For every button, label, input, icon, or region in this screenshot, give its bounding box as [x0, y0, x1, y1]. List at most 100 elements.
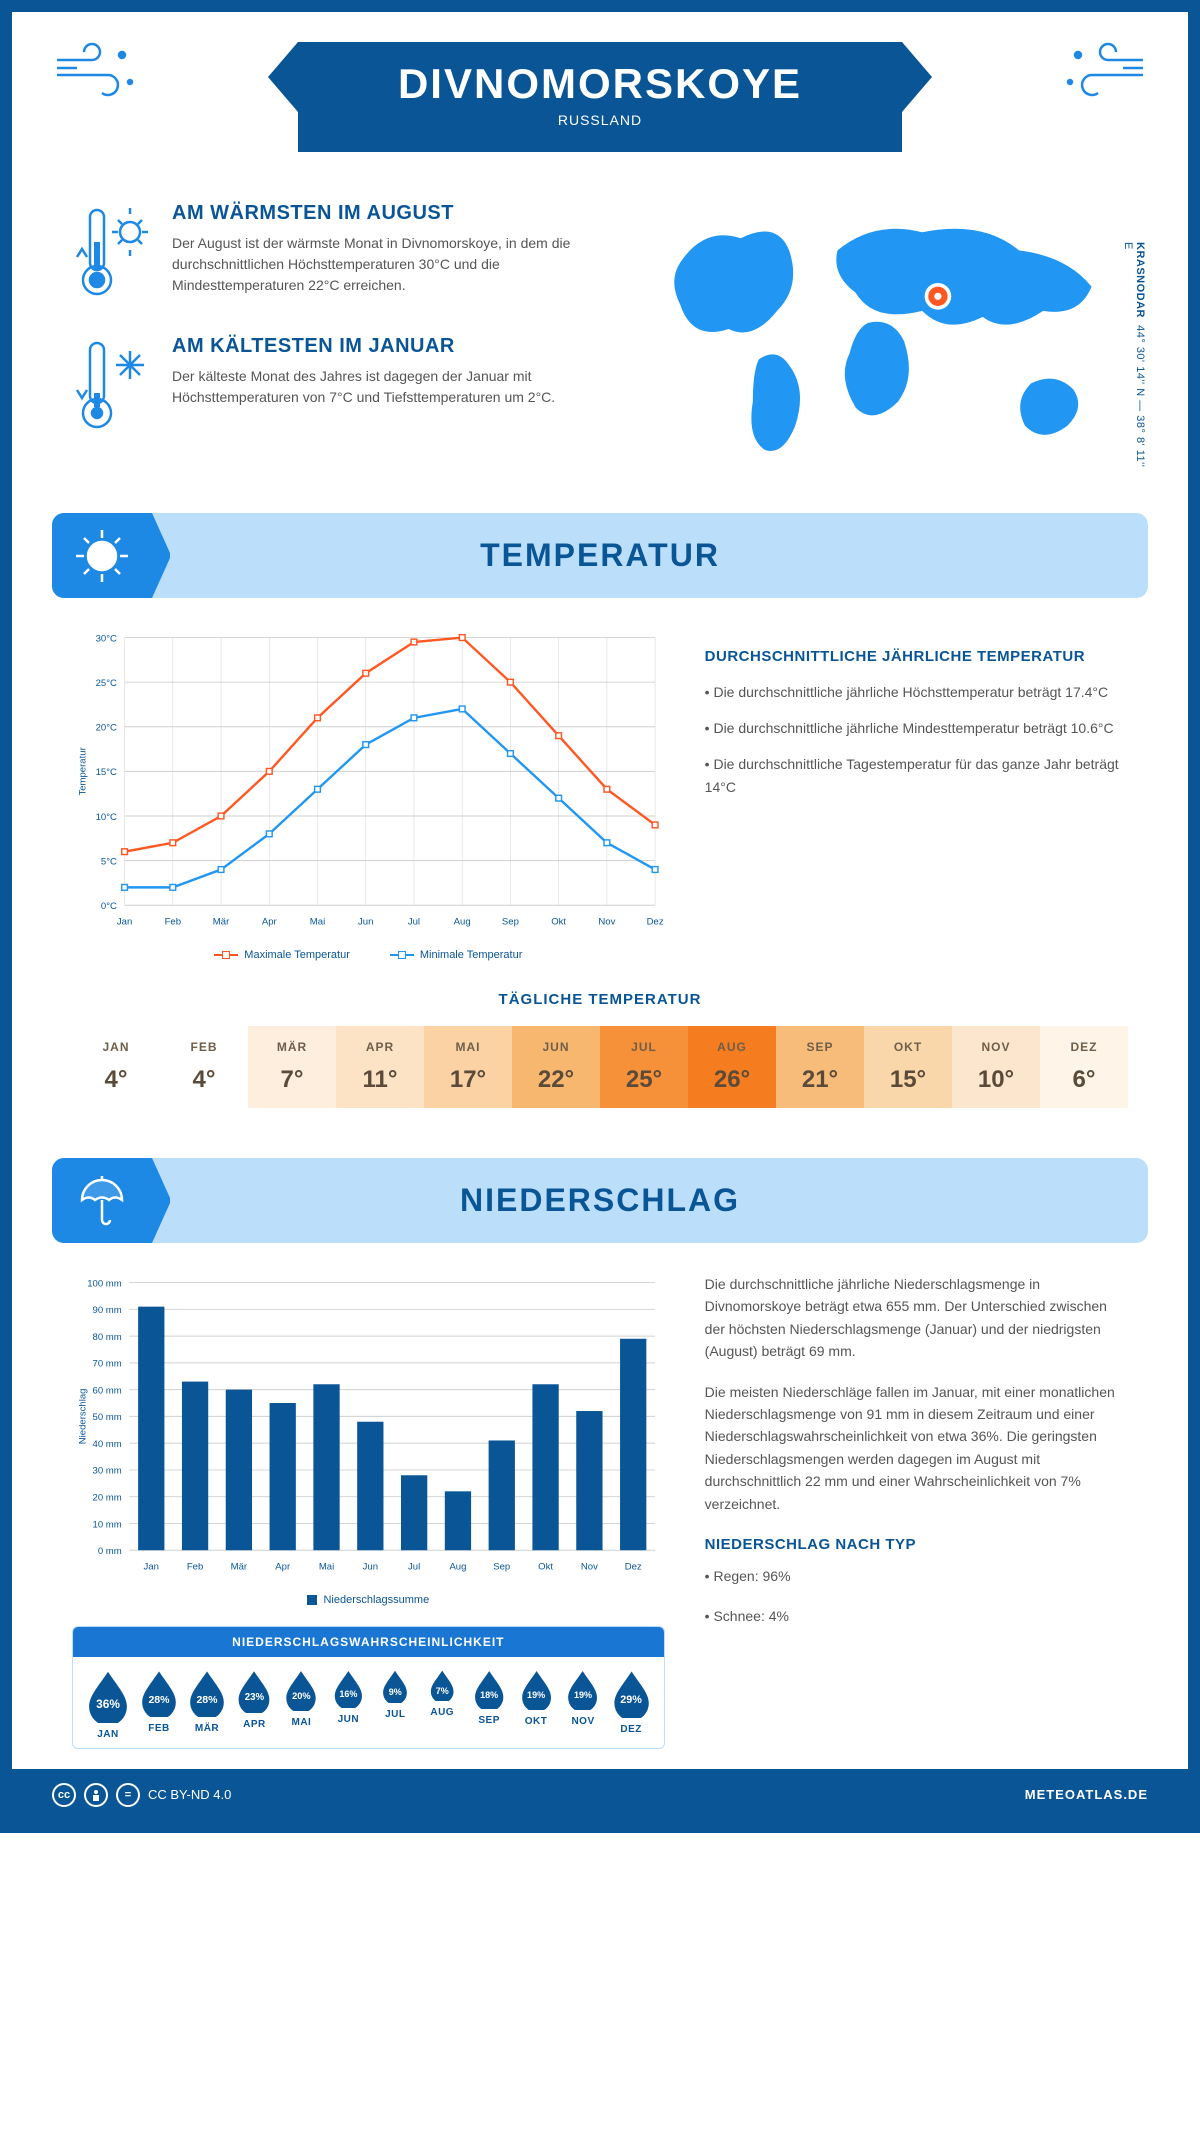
svg-text:Jul: Jul: [408, 916, 420, 927]
svg-text:25°C: 25°C: [96, 678, 117, 689]
svg-text:15°C: 15°C: [96, 767, 117, 778]
svg-text:30°C: 30°C: [96, 633, 117, 644]
svg-text:100 mm: 100 mm: [87, 1278, 122, 1289]
svg-text:Dez: Dez: [647, 916, 664, 927]
svg-text:30 mm: 30 mm: [93, 1466, 122, 1477]
svg-text:Temperatur: Temperatur: [77, 747, 88, 796]
cc-icon: cc: [52, 1783, 76, 1807]
temperature-title: TEMPERATUR: [52, 537, 1148, 574]
footer: cc = CC BY-ND 4.0 METEOATLAS.DE: [12, 1769, 1188, 1821]
temperature-section-header: TEMPERATUR: [52, 513, 1148, 598]
svg-text:Mai: Mai: [319, 1561, 334, 1572]
svg-text:Apr: Apr: [275, 1561, 291, 1572]
wind-icon: [52, 40, 142, 105]
temp-note: • Die durchschnittliche Tagestemperatur …: [705, 753, 1128, 801]
svg-text:Feb: Feb: [187, 1561, 203, 1572]
svg-text:Aug: Aug: [454, 916, 471, 927]
svg-text:Feb: Feb: [165, 916, 181, 927]
svg-text:10°C: 10°C: [96, 812, 117, 823]
daily-temp-cell: JAN4°: [72, 1026, 160, 1108]
svg-text:Niederschlag: Niederschlag: [77, 1389, 88, 1445]
nd-icon: =: [116, 1783, 140, 1807]
header: DIVNOMORSKOYE RUSSLAND: [12, 12, 1188, 172]
svg-text:Mär: Mär: [231, 1561, 248, 1572]
svg-text:Okt: Okt: [551, 916, 566, 927]
svg-text:40 mm: 40 mm: [93, 1439, 122, 1450]
thermometer-cold-icon: [72, 335, 152, 440]
daily-temp-cell: APR11°: [336, 1026, 424, 1108]
prob-drop: 36% JAN: [81, 1669, 135, 1740]
prob-drop: 28% FEB: [135, 1669, 183, 1740]
svg-text:Jul: Jul: [408, 1561, 420, 1572]
svg-text:Sep: Sep: [502, 916, 519, 927]
precip-type-line: • Schnee: 4%: [705, 1605, 1128, 1627]
precipitation-title: NIEDERSCHLAG: [52, 1182, 1148, 1219]
svg-text:Jun: Jun: [363, 1561, 378, 1572]
site-label: METEOATLAS.DE: [1025, 1787, 1148, 1802]
wind-icon: [1058, 40, 1148, 105]
daily-temp-cell: NOV10°: [952, 1026, 1040, 1108]
prob-drop: 7% AUG: [419, 1669, 466, 1740]
prob-drop: 28% MÄR: [183, 1669, 231, 1740]
temp-note: • Die durchschnittliche jährliche Mindes…: [705, 717, 1128, 741]
coldest-text: Der kälteste Monat des Jahres ist dagege…: [172, 366, 604, 408]
temperature-line-chart: 0°C5°C10°C15°C20°C25°C30°CTemperaturJanF…: [72, 628, 665, 961]
daily-temp-cell: MÄR7°: [248, 1026, 336, 1108]
daily-temp-heading: TÄGLICHE TEMPERATUR: [72, 991, 1128, 1008]
warmest-heading: AM WÄRMSTEN IM AUGUST: [172, 202, 604, 225]
daily-temp-cell: OKT15°: [864, 1026, 952, 1108]
daily-temp-cell: MAI17°: [424, 1026, 512, 1108]
precip-type-heading: NIEDERSCHLAG NACH TYP: [705, 1533, 1128, 1557]
svg-text:90 mm: 90 mm: [93, 1305, 122, 1316]
daily-temp-cell: FEB4°: [160, 1026, 248, 1108]
prob-drop: 23% APR: [231, 1669, 278, 1740]
svg-text:Mai: Mai: [310, 916, 325, 927]
world-map-icon: [644, 202, 1128, 468]
country-label: RUSSLAND: [398, 112, 802, 128]
daily-temp-cell: DEZ6°: [1040, 1026, 1128, 1108]
precip-text: Die durchschnittliche jährliche Niedersc…: [705, 1273, 1128, 1363]
prob-drop: 9% JUL: [372, 1669, 419, 1740]
svg-text:20 mm: 20 mm: [93, 1492, 122, 1503]
prob-drop: 18% SEP: [466, 1669, 513, 1740]
svg-text:Sep: Sep: [493, 1561, 510, 1572]
coldest-heading: AM KÄLTESTEN IM JANUAR: [172, 335, 604, 358]
precip-text: Die meisten Niederschläge fallen im Janu…: [705, 1381, 1128, 1515]
svg-text:Dez: Dez: [625, 1561, 642, 1572]
svg-text:20°C: 20°C: [96, 723, 117, 734]
svg-text:0 mm: 0 mm: [98, 1546, 122, 1557]
svg-text:Apr: Apr: [262, 916, 278, 927]
prob-drop: 20% MAI: [278, 1669, 325, 1740]
svg-text:Mär: Mär: [213, 916, 230, 927]
license-label: CC BY-ND 4.0: [148, 1787, 231, 1802]
svg-text:Nov: Nov: [581, 1561, 598, 1572]
svg-text:10 mm: 10 mm: [93, 1519, 122, 1530]
daily-temp-table: JAN4°FEB4°MÄR7°APR11°MAI17°JUN22°JUL25°A…: [72, 1026, 1128, 1108]
prob-heading: NIEDERSCHLAGSWAHRSCHEINLICHKEIT: [73, 1627, 664, 1657]
svg-text:Jan: Jan: [117, 916, 132, 927]
svg-text:Nov: Nov: [598, 916, 615, 927]
svg-text:70 mm: 70 mm: [93, 1359, 122, 1370]
warmest-block: AM WÄRMSTEN IM AUGUST Der August ist der…: [72, 202, 604, 307]
umbrella-icon: [52, 1158, 152, 1243]
legend-min-label: Minimale Temperatur: [420, 949, 523, 961]
temp-note: • Die durchschnittliche jährliche Höchst…: [705, 681, 1128, 705]
by-icon: [84, 1783, 108, 1807]
page-title: DIVNOMORSKOYE: [398, 60, 802, 108]
prob-drop: 19% NOV: [560, 1669, 607, 1740]
legend-precip-label: Niederschlagssumme: [323, 1594, 429, 1606]
svg-text:Okt: Okt: [538, 1561, 553, 1572]
svg-text:0°C: 0°C: [101, 901, 117, 912]
prob-drop: 29% DEZ: [607, 1669, 656, 1740]
coldest-block: AM KÄLTESTEN IM JANUAR Der kälteste Mona…: [72, 335, 604, 440]
precip-probability-box: NIEDERSCHLAGSWAHRSCHEINLICHKEIT 36% JAN …: [72, 1626, 665, 1749]
daily-temp-cell: JUL25°: [600, 1026, 688, 1108]
daily-temp-cell: SEP21°: [776, 1026, 864, 1108]
precipitation-bar-chart: 0 mm10 mm20 mm30 mm40 mm50 mm60 mm70 mm8…: [72, 1273, 665, 1579]
prob-drop: 19% OKT: [513, 1669, 560, 1740]
sun-icon: [52, 513, 152, 598]
svg-text:Jan: Jan: [144, 1561, 159, 1572]
thermometer-hot-icon: [72, 202, 152, 307]
precipitation-section-header: NIEDERSCHLAG: [52, 1158, 1148, 1243]
legend-max-label: Maximale Temperatur: [244, 949, 350, 961]
